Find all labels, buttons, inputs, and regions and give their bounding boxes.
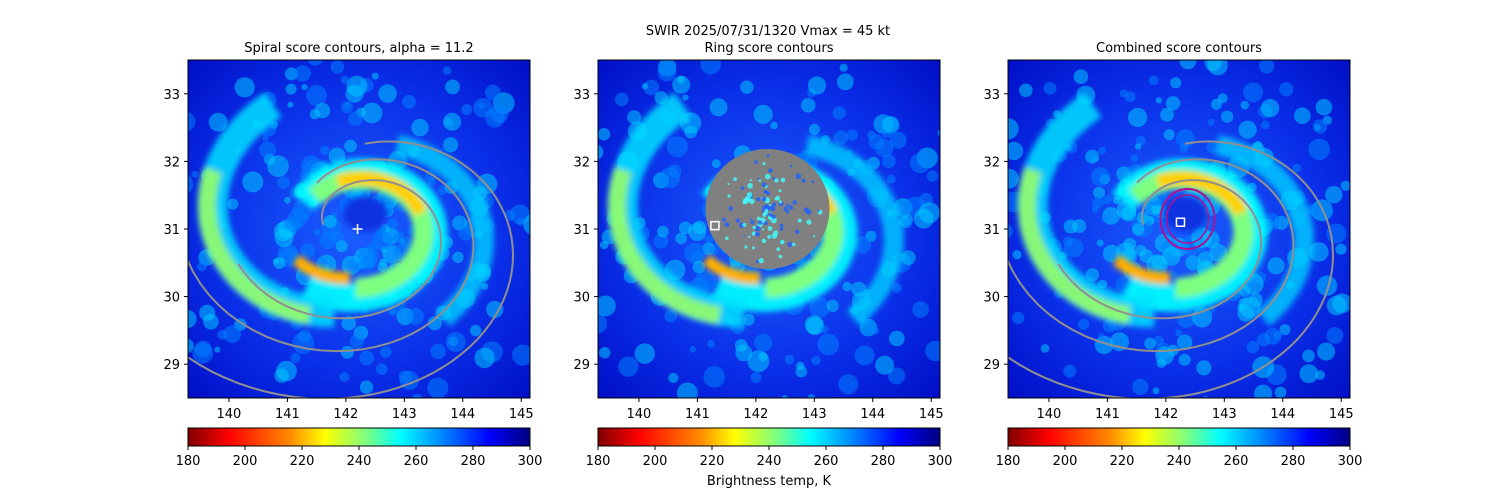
y-tick-label: 31 [163, 223, 180, 238]
colorbar-tick-label: 240 [757, 454, 782, 469]
colorbar-tick-label: 280 [1281, 454, 1306, 469]
colorbar-tick-label: 300 [518, 454, 543, 469]
colorbar-tick-label: 180 [176, 454, 201, 469]
panel-title: Ring score contours [704, 41, 833, 56]
colorbar-tick-label: 220 [290, 454, 315, 469]
y-tick-label: 29 [163, 358, 180, 373]
y-tick-label: 32 [983, 155, 1000, 170]
x-tick-label: 144 [860, 407, 885, 422]
colorbar-tick-label: 280 [871, 454, 896, 469]
x-tick-label: 142 [743, 407, 768, 422]
x-tick-label: 143 [1212, 407, 1237, 422]
y-tick-label: 29 [573, 358, 590, 373]
x-tick-label: 144 [450, 407, 475, 422]
y-tick-label: 31 [983, 223, 1000, 238]
colorbar-tick-label: 220 [1110, 454, 1135, 469]
y-tick-label: 30 [983, 291, 1000, 306]
x-tick-label: 141 [1095, 407, 1120, 422]
x-tick-label: 145 [509, 407, 534, 422]
colorbar-tick-label: 240 [347, 454, 372, 469]
score-overlay [1008, 140, 1335, 398]
y-tick-label: 31 [573, 223, 590, 238]
colorbar-tick-label: 280 [461, 454, 486, 469]
score-overlay [188, 140, 515, 398]
y-tick-label: 32 [163, 155, 180, 170]
colorbar [1007, 427, 1351, 447]
y-tick-label: 33 [573, 88, 590, 103]
panel-title: Combined score contours [1096, 41, 1262, 56]
colorbar-label: Brightness temp, K [707, 474, 832, 489]
colorbar-tick-label: 300 [1338, 454, 1363, 469]
brightness-image [1008, 60, 1350, 398]
colorbar-tick-label: 260 [1224, 454, 1249, 469]
center-marker [710, 220, 720, 231]
x-tick-label: 143 [802, 407, 827, 422]
y-tick-label: 33 [163, 88, 180, 103]
brightness-image [188, 60, 530, 398]
suptitle: SWIR 2025/07/31/1320 Vmax = 45 kt [646, 24, 890, 39]
colorbar-tick-label: 200 [1053, 454, 1078, 469]
center-marker [1175, 217, 1186, 227]
x-tick-label: 140 [217, 407, 242, 422]
y-tick-label: 30 [573, 291, 590, 306]
panel-spiral: Spiral score contours, alpha = 11.2 140 14… [163, 41, 543, 469]
colorbar [187, 427, 531, 447]
x-tick-label: 145 [919, 407, 944, 422]
colorbar-tick-label: 220 [700, 454, 725, 469]
colorbar-tick-label: 300 [928, 454, 953, 469]
colorbar-tick-label: 260 [404, 454, 429, 469]
colorbar-tick-label: 260 [814, 454, 839, 469]
y-tick-label: 33 [983, 88, 1000, 103]
panel-combined: Combined score contours 140 141 142 143 144 14… [983, 41, 1363, 469]
x-tick-label: 141 [685, 407, 710, 422]
x-tick-label: 142 [1153, 407, 1178, 422]
colorbar-tick-label: 180 [586, 454, 611, 469]
x-tick-label: 144 [1270, 407, 1295, 422]
panel-title: Spiral score contours, alpha = 11.2 [244, 41, 473, 56]
x-tick-label: 143 [392, 407, 417, 422]
x-tick-label: 140 [627, 407, 652, 422]
colorbar-tick-label: 180 [996, 454, 1021, 469]
score-overlay [705, 149, 830, 269]
x-tick-label: 145 [1329, 407, 1354, 422]
y-tick-label: 29 [983, 358, 1000, 373]
y-tick-label: 32 [573, 155, 590, 170]
y-tick-label: 30 [163, 291, 180, 306]
colorbar [597, 427, 941, 447]
colorbar-tick-label: 200 [233, 454, 258, 469]
panel-ring: Ring score contours 140 141 142 143 144 145 29 3… [573, 41, 953, 469]
x-tick-label: 140 [1037, 407, 1062, 422]
colorbar-tick-label: 200 [643, 454, 668, 469]
colorbar-tick-label: 240 [1167, 454, 1192, 469]
x-tick-label: 141 [275, 407, 300, 422]
center-marker [352, 224, 363, 234]
x-tick-label: 142 [333, 407, 358, 422]
